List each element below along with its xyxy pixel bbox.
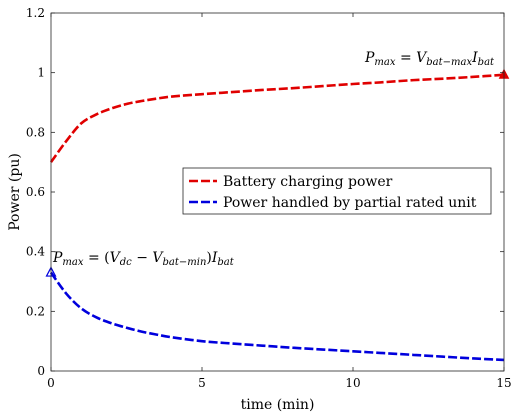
y-tick-label: 1.2 bbox=[26, 6, 45, 20]
x-tick-label: 0 bbox=[47, 376, 55, 390]
x-tick-label: 15 bbox=[496, 376, 511, 390]
annotations: Pmax = Vbat−maxIbat Pmax = (Vdc − Vbat−mi… bbox=[52, 50, 495, 268]
legend: Battery charging power Power handled by p… bbox=[182, 167, 492, 215]
y-tick-label: 0.8 bbox=[26, 125, 45, 139]
y-axis-label: Power (pu) bbox=[7, 153, 23, 231]
plot-area bbox=[45, 68, 510, 362]
x-tick-label: 5 bbox=[198, 376, 206, 390]
y-tick-label: 0.2 bbox=[26, 304, 45, 318]
x-axis-label: time (min) bbox=[241, 397, 315, 413]
annotation-pmax-top: Pmax = Vbat−maxIbat bbox=[364, 50, 495, 68]
series-line-1 bbox=[49, 73, 505, 163]
legend-label-1: Battery charging power bbox=[223, 174, 393, 190]
y-tick-label: 0.4 bbox=[26, 245, 45, 259]
annotation-pmax-bottom: Pmax = (Vdc − Vbat−min)Ibat bbox=[52, 250, 235, 268]
y-tick-label: 1 bbox=[37, 66, 45, 80]
legend-box bbox=[182, 167, 492, 215]
legend-label-2: Power handled by partial rated unit bbox=[223, 195, 477, 211]
x-tick-label: 10 bbox=[345, 376, 360, 390]
axes: 0 5 10 15 0 0.2 0.4 0.6 0.8 1 1.2 time (min) Power (… bbox=[7, 6, 511, 413]
y-tick-label: 0 bbox=[37, 364, 45, 378]
series-line-2 bbox=[49, 271, 505, 362]
y-tick-label: 0.6 bbox=[26, 185, 45, 199]
